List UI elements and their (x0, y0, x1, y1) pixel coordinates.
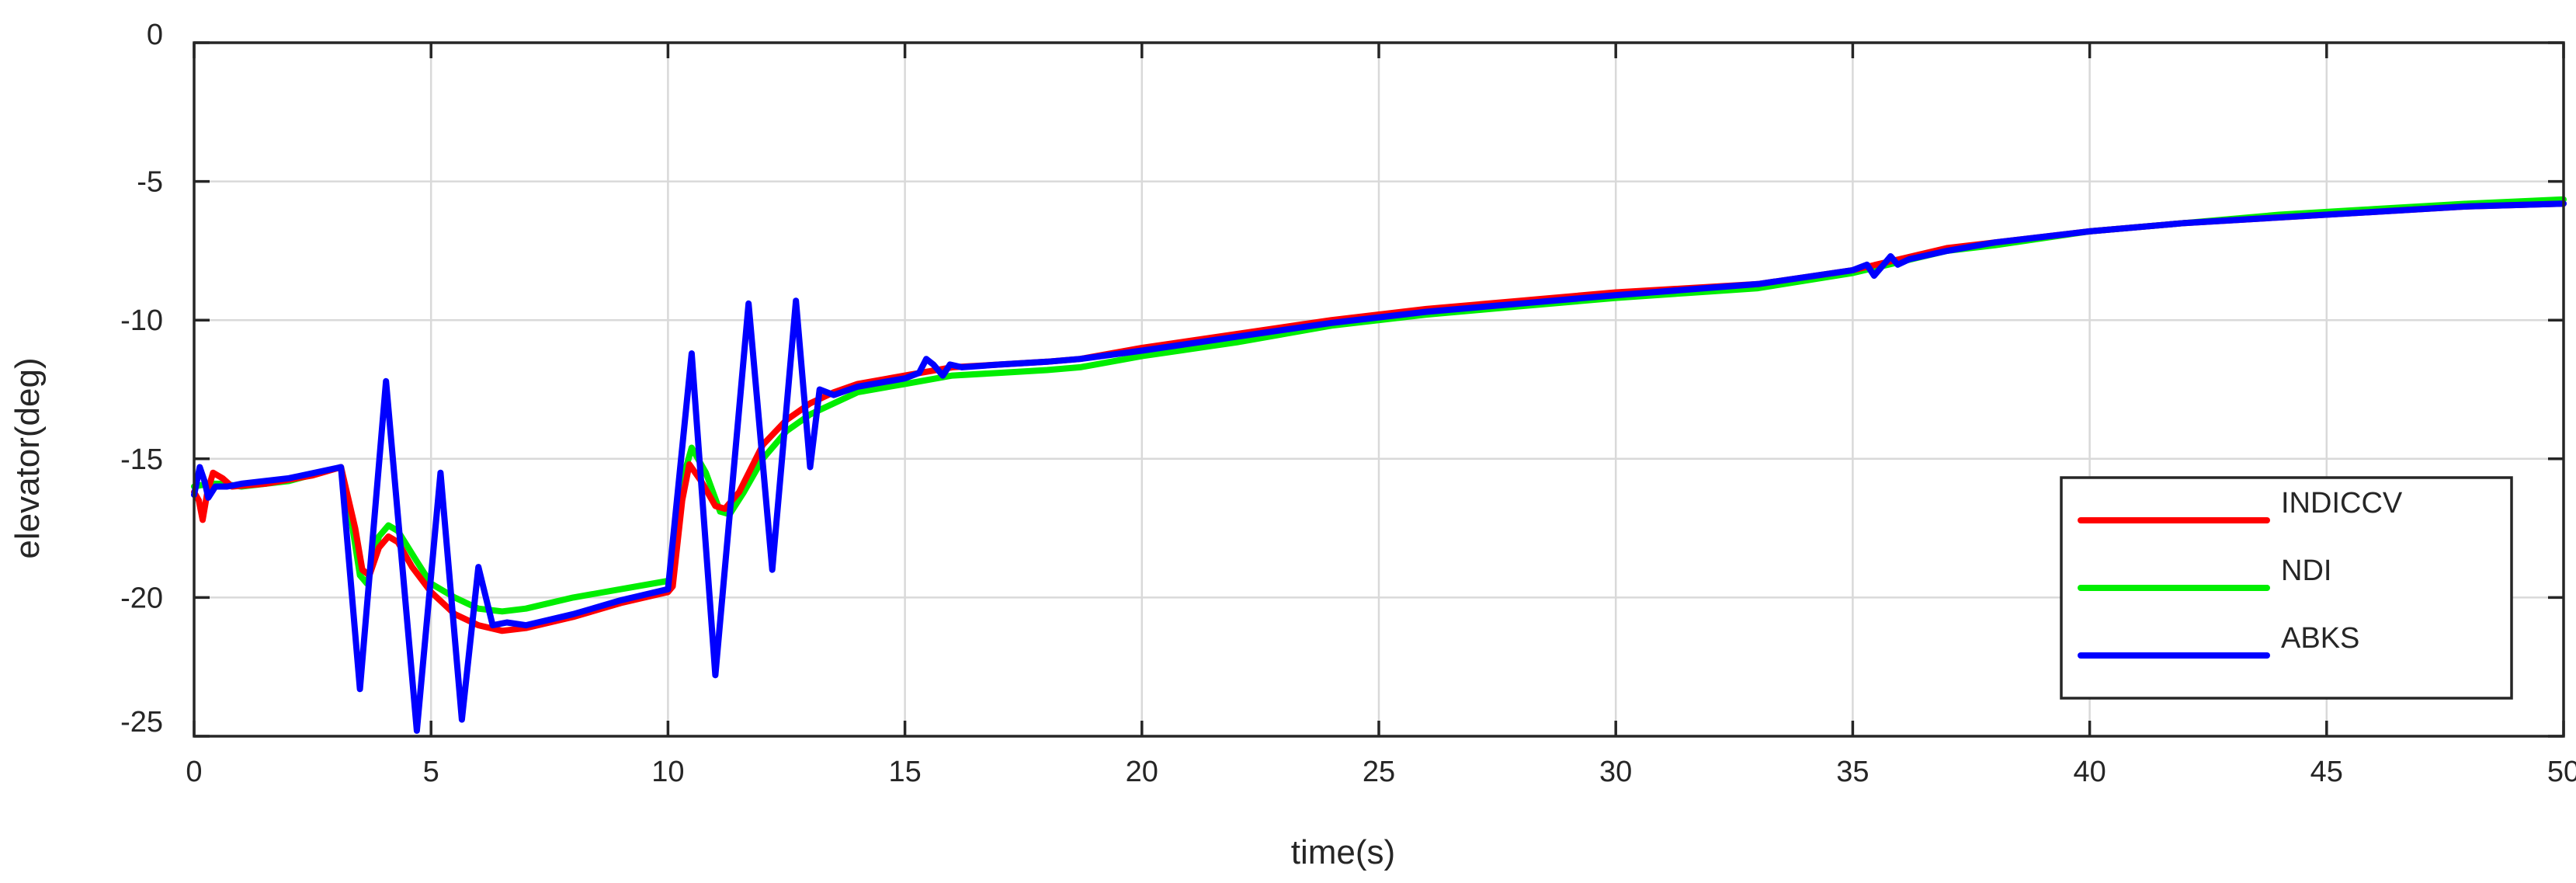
legend: INDICCV NDI ABKS (2060, 476, 2513, 700)
series-line-abks (191, 200, 2567, 734)
y-tick-label: -5 (137, 166, 163, 199)
x-tick-label: 40 (2073, 756, 2106, 788)
x-tick-labels: 0 5 10 15 20 25 30 35 40 45 50 (186, 756, 2576, 788)
legend-label-abks: ABKS (2281, 622, 2359, 655)
x-tick-label: 50 (2547, 756, 2576, 788)
x-tick-label: 10 (651, 756, 684, 788)
y-axis-label: elevator(deg) (9, 357, 47, 558)
x-tick-label: 30 (1599, 756, 1632, 788)
legend-label-ndi: NDI (2281, 554, 2331, 587)
x-tick-label: 25 (1363, 756, 1395, 788)
y-tick-labels: 0 -5 -10 -15 -20 -25 (120, 19, 163, 739)
x-tick-label: 0 (186, 756, 202, 788)
y-tick-label: -25 (120, 706, 163, 739)
legend-label-indiccv: INDICCV (2281, 487, 2403, 520)
y-tick-label: -10 (120, 304, 163, 337)
x-tick-label: 45 (2310, 756, 2343, 788)
y-tick-label: -20 (120, 582, 163, 614)
tick-marks (193, 41, 2565, 738)
x-tick-label: 20 (1126, 756, 1158, 788)
x-tick-label: 35 (1836, 756, 1869, 788)
series-lines (191, 196, 2567, 734)
x-tick-label: 15 (888, 756, 921, 788)
legend-items: INDICCV NDI ABKS (2078, 487, 2403, 659)
x-tick-label: 5 (423, 756, 439, 788)
x-axis-label: time(s) (1291, 833, 1395, 871)
y-tick-label: 0 (147, 19, 163, 51)
y-tick-label: -15 (120, 443, 163, 476)
